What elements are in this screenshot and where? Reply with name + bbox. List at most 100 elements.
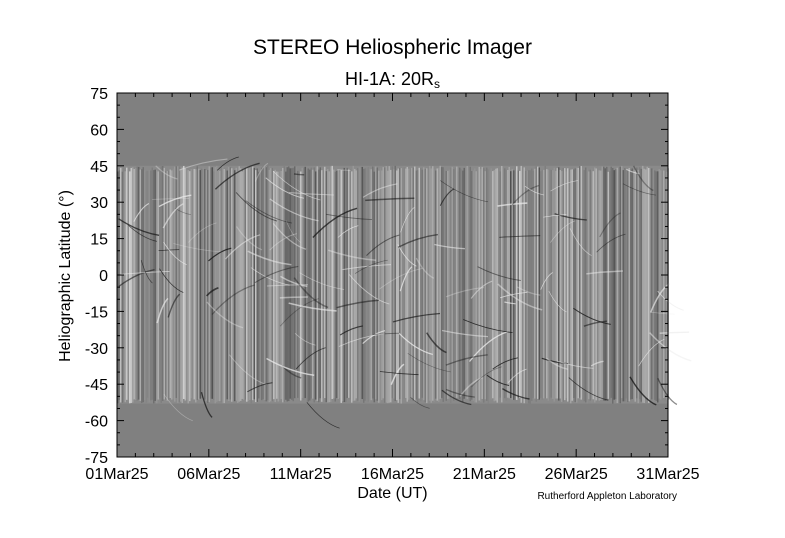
heatmap-stripe — [351, 171, 353, 403]
heatmap-structure — [568, 377, 609, 401]
heatmap-stripe — [277, 171, 279, 402]
heatmap-stripe — [495, 168, 497, 401]
heatmap-stripe — [265, 167, 267, 402]
heatmap-stripe — [345, 169, 347, 403]
heatmap-stripe — [193, 168, 195, 400]
heatmap-stripe — [441, 167, 443, 398]
heatmap-stripe — [628, 167, 630, 402]
heatmap-stripe — [321, 170, 323, 402]
heatmap-stripe — [237, 171, 239, 403]
heatmap-stripe — [438, 167, 440, 402]
heatmap-structure — [337, 225, 359, 238]
heatmap-structure — [266, 357, 315, 377]
heatmap-stripe — [454, 167, 456, 400]
heatmap-stripe — [124, 171, 126, 403]
heatmap-stripe — [355, 170, 357, 399]
heatmap-stripe — [243, 168, 245, 400]
heatmap-stripe — [309, 169, 311, 401]
heatmap-stripe — [252, 166, 254, 401]
heatmap-structure — [326, 213, 373, 220]
heatmap-structure — [524, 185, 545, 196]
heatmap-stripe — [490, 168, 492, 400]
heatmap-stripe — [648, 167, 650, 403]
heatmap-structure — [133, 203, 150, 222]
heatmap-stripe — [603, 166, 605, 401]
heatmap-stripe — [168, 170, 170, 400]
heatmap-stripe — [166, 171, 168, 401]
x-tick-label: 16Mar25 — [361, 466, 424, 483]
heatmap-structure — [272, 222, 307, 250]
heatmap-stripe — [453, 169, 455, 401]
heatmap-stripe — [264, 166, 266, 400]
heatmap-structure — [441, 329, 489, 338]
heatmap-stripe — [613, 170, 615, 400]
heatmap-stripe — [643, 168, 645, 404]
heatmap-stripe — [285, 171, 287, 400]
heatmap-stripe — [312, 169, 314, 399]
heatmap-stripe — [618, 171, 620, 401]
heatmap-stripe — [373, 171, 375, 403]
heatmap-stripe — [588, 171, 590, 400]
heatmap-stripe — [291, 168, 293, 400]
heatmap-stripe — [352, 165, 354, 401]
heatmap-stripe — [319, 167, 321, 399]
heatmap-stripe — [259, 169, 261, 401]
heatmap-stripe — [450, 167, 452, 403]
heatmap-stripe — [538, 167, 540, 400]
heatmap-stripe — [615, 169, 617, 400]
heatmap-stripe — [489, 170, 491, 402]
heatmap-structure — [390, 363, 405, 385]
heatmap-stripe — [244, 169, 246, 400]
heatmap-stripe — [477, 167, 479, 404]
heatmap-structure — [158, 194, 192, 208]
heatmap-stripe — [529, 170, 531, 404]
heatmap-stripe — [636, 167, 638, 399]
heatmap-stripe — [369, 168, 371, 403]
heatmap-stripe — [229, 167, 231, 400]
heatmap-stripe — [379, 167, 381, 403]
heatmap-stripe — [448, 169, 450, 399]
heatmap-stripe — [475, 171, 477, 403]
x-tick-label: 11Mar25 — [270, 466, 332, 483]
heatmap-stripe — [213, 171, 215, 400]
y-tick-label: 30 — [90, 195, 108, 212]
heatmap-stripe — [451, 166, 453, 398]
heatmap-structure — [633, 165, 654, 192]
heatmap-stripe — [147, 171, 149, 398]
heatmap-stripe — [271, 167, 273, 402]
heatmap-stripe — [349, 169, 351, 400]
heatmap-structure — [426, 332, 447, 354]
heatmap-stripe — [447, 170, 449, 399]
heatmap-stripe — [487, 169, 489, 404]
heatmap-stripe — [207, 169, 209, 404]
heatmap-stripe — [337, 169, 339, 399]
heatmap-stripe — [361, 166, 363, 400]
heatmap-stripe — [358, 167, 360, 402]
heatmap-stripe — [156, 169, 158, 404]
heatmap-stripe — [645, 169, 647, 398]
heatmap-stripe — [445, 171, 447, 401]
heatmap-stripe — [537, 166, 539, 399]
heatmap-structure — [468, 330, 509, 362]
heatmap-stripe — [390, 169, 392, 403]
heatmap-stripe — [339, 171, 341, 399]
heatmap-stripe — [298, 169, 300, 403]
heatmap-structure — [379, 371, 419, 376]
heatmap-structure — [415, 257, 435, 279]
heatmap-stripe — [202, 167, 204, 402]
heatmap-stripe — [649, 171, 651, 399]
heatmap-structure — [118, 218, 160, 236]
heatmap-structure — [339, 325, 363, 336]
heatmap-stripe — [301, 167, 303, 398]
heatmap-structure — [342, 264, 392, 271]
heatmap-structure — [366, 234, 400, 256]
heatmap-structure — [477, 266, 521, 281]
heatmap-structure — [295, 347, 326, 370]
heatmap-stripe — [346, 167, 348, 399]
heatmap-stripe — [130, 167, 132, 403]
heatmap-structure — [306, 402, 340, 429]
y-tick-label: 60 — [90, 122, 108, 139]
heatmap-stripe — [316, 166, 318, 401]
heatmap-stripe — [304, 166, 306, 399]
heatmap-stripe — [175, 166, 177, 398]
